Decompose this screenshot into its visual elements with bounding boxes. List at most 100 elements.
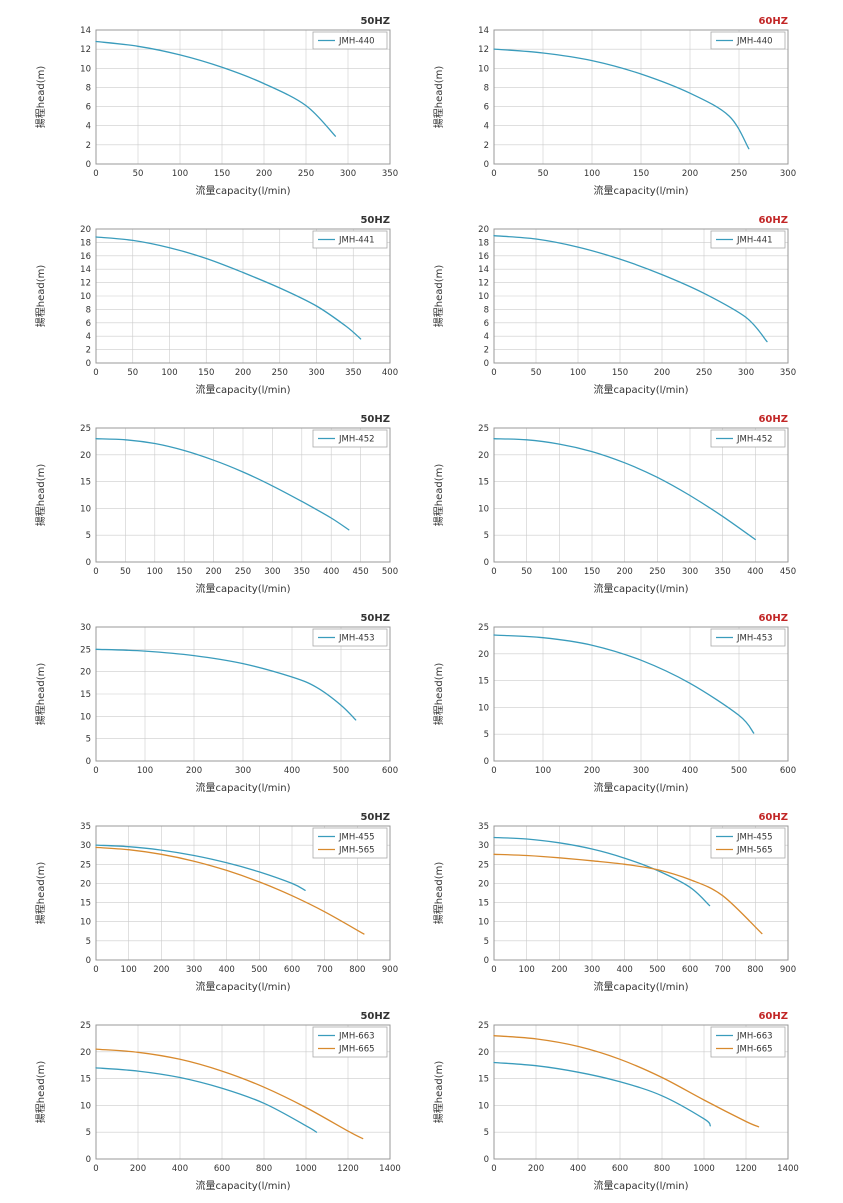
y-tick-label: 30 xyxy=(80,841,91,851)
x-tick-label: 200 xyxy=(528,1164,544,1174)
x-tick-label: 600 xyxy=(284,965,300,975)
x-tick-label: 200 xyxy=(153,965,169,975)
chart-canvas: 0 50 100 150 200 250 300 350 400 450 0 5 10 15 20 25 JMH… xyxy=(432,414,796,595)
y-tick-label: 5 xyxy=(484,730,489,740)
legend: JMH-453 xyxy=(710,628,786,647)
x-tick-label: 0 xyxy=(93,965,98,975)
legend: JMH-440 xyxy=(312,31,388,50)
y-tick-label: 25 xyxy=(478,623,489,633)
x-tick-label: 600 xyxy=(780,766,796,776)
y-tick-label: 15 xyxy=(80,899,91,909)
y-tick-label: 8 xyxy=(86,305,91,315)
y-tick-label: 2 xyxy=(484,346,489,356)
chart-canvas: 0 100 200 300 400 500 600 0 5 10 15 20 25 JMH-453 60HZ… xyxy=(432,613,796,794)
x-tick-label: 300 xyxy=(633,766,649,776)
chart-title: 60HZ xyxy=(758,16,788,27)
plot-border xyxy=(95,626,391,762)
x-tick-label: 400 xyxy=(682,766,698,776)
x-tick-label: 200 xyxy=(256,169,272,179)
x-tick-label: 800 xyxy=(349,965,365,975)
x-tick-label: 800 xyxy=(654,1164,670,1174)
tick-labels: 0 100 200 300 400 500 600 700 800 900 0 5 10 15 20 25 30… xyxy=(80,822,398,975)
legend-box xyxy=(710,1026,786,1058)
x-tick-label: 150 xyxy=(633,169,649,179)
x-tick-label: 200 xyxy=(130,1164,146,1174)
y-tick-label: 25 xyxy=(80,1021,91,1031)
y-tick-label: 20 xyxy=(478,879,489,889)
x-tick-label: 100 xyxy=(172,169,188,179)
y-tick-label: 15 xyxy=(80,478,91,488)
chart-jmh-663-jmh-665-60hz: 0 200 400 600 800 1000 1200 1400 0 5 10 15 20 25 JMH-6… xyxy=(430,1007,802,1199)
grid-lines xyxy=(96,229,390,363)
tick-labels: 0 200 400 600 800 1000 1200 1400 0 5 10 15 20 25 xyxy=(478,1021,799,1174)
series-line-jmh-665 xyxy=(493,1035,760,1128)
x-tick-label: 100 xyxy=(584,169,600,179)
x-tick-label: 250 xyxy=(272,368,288,378)
x-axis-label: 流量capacity(l/min) xyxy=(195,980,290,993)
x-tick-label: 400 xyxy=(219,965,235,975)
y-tick-label: 14 xyxy=(80,265,91,275)
chart-jmh-452-60hz: 0 50 100 150 200 250 300 350 400 450 0 5 10 15 20 25 JMH… xyxy=(430,410,802,602)
x-tick-label: 100 xyxy=(535,766,551,776)
y-tick-label: 0 xyxy=(86,956,91,966)
y-tick-label: 25 xyxy=(80,424,91,434)
x-tick-label: 300 xyxy=(738,368,754,378)
plot-border xyxy=(95,825,391,961)
tick-labels: 0 50 100 150 200 250 300 350 400 450 500 0 5 10 15 20 25 xyxy=(80,424,398,577)
chart-title: 60HZ xyxy=(758,812,788,823)
chart-jmh-455-jmh-565-60hz: 0 100 200 300 400 500 600 700 800 900 0 5 10 15 20 25 30… xyxy=(430,808,802,1000)
y-tick-label: 10 xyxy=(80,64,91,74)
y-tick-label: 0 xyxy=(86,757,91,767)
y-tick-label: 25 xyxy=(478,860,489,870)
y-tick-label: 35 xyxy=(478,822,489,832)
y-tick-label: 30 xyxy=(478,841,489,851)
y-tick-label: 5 xyxy=(86,937,91,947)
y-tick-label: 10 xyxy=(478,504,489,514)
chart-title: 60HZ xyxy=(758,1011,788,1022)
x-axis-label: 流量capacity(l/min) xyxy=(593,1179,688,1192)
y-tick-label: 25 xyxy=(80,645,91,655)
y-tick-label: 4 xyxy=(484,332,489,342)
legend: JMH-441 xyxy=(312,230,388,249)
legend: JMH-441 xyxy=(710,230,786,249)
series-line-jmh-455 xyxy=(493,836,711,907)
y-tick-label: 6 xyxy=(86,103,91,113)
chart-title: 60HZ xyxy=(758,414,788,425)
legend-box xyxy=(710,628,786,647)
x-tick-label: 300 xyxy=(780,169,796,179)
legend-label: JMH-455 xyxy=(338,833,375,843)
y-tick-label: 14 xyxy=(478,265,489,275)
x-tick-label: 700 xyxy=(715,965,731,975)
series-line-jmh-455 xyxy=(95,844,306,891)
x-tick-label: 350 xyxy=(294,567,310,577)
legend-label: JMH-565 xyxy=(736,846,773,856)
x-tick-label: 150 xyxy=(214,169,230,179)
y-tick-label: 35 xyxy=(80,822,91,832)
legend-box xyxy=(710,429,786,448)
x-tick-label: 0 xyxy=(491,169,496,179)
x-tick-label: 1000 xyxy=(693,1164,715,1174)
legend-box xyxy=(710,827,786,859)
grid-lines xyxy=(494,30,788,164)
x-tick-label: 50 xyxy=(127,368,138,378)
y-tick-label: 2 xyxy=(484,141,489,151)
y-tick-label: 10 xyxy=(80,918,91,928)
chart-title: 60HZ xyxy=(758,215,788,226)
tick-labels: 0 50 100 150 200 250 300 0 2 4 6 8 10 12 14 xyxy=(478,26,796,179)
x-tick-label: 800 xyxy=(256,1164,272,1174)
x-axis-label: 流量capacity(l/min) xyxy=(195,781,290,794)
x-tick-label: 300 xyxy=(340,169,356,179)
legend: JMH-455 JMH-565 xyxy=(710,827,786,859)
chart-canvas: 0 50 100 150 200 250 300 350 0 2 4 6 8 10 12 14 16 18 20 JM… xyxy=(432,215,796,396)
grid-lines xyxy=(494,428,788,562)
x-tick-label: 400 xyxy=(382,368,398,378)
x-axis-label: 流量capacity(l/min) xyxy=(593,781,688,794)
x-tick-label: 0 xyxy=(93,368,98,378)
chart-jmh-663-jmh-665-50hz: 0 200 400 600 800 1000 1200 1400 0 5 10 15 20 25 JMH-6… xyxy=(32,1007,404,1199)
grid-lines xyxy=(96,428,390,562)
y-tick-label: 10 xyxy=(478,292,489,302)
x-tick-label: 100 xyxy=(161,368,177,378)
x-tick-label: 200 xyxy=(235,368,251,378)
y-tick-label: 8 xyxy=(86,83,91,93)
plot-border xyxy=(493,825,789,961)
